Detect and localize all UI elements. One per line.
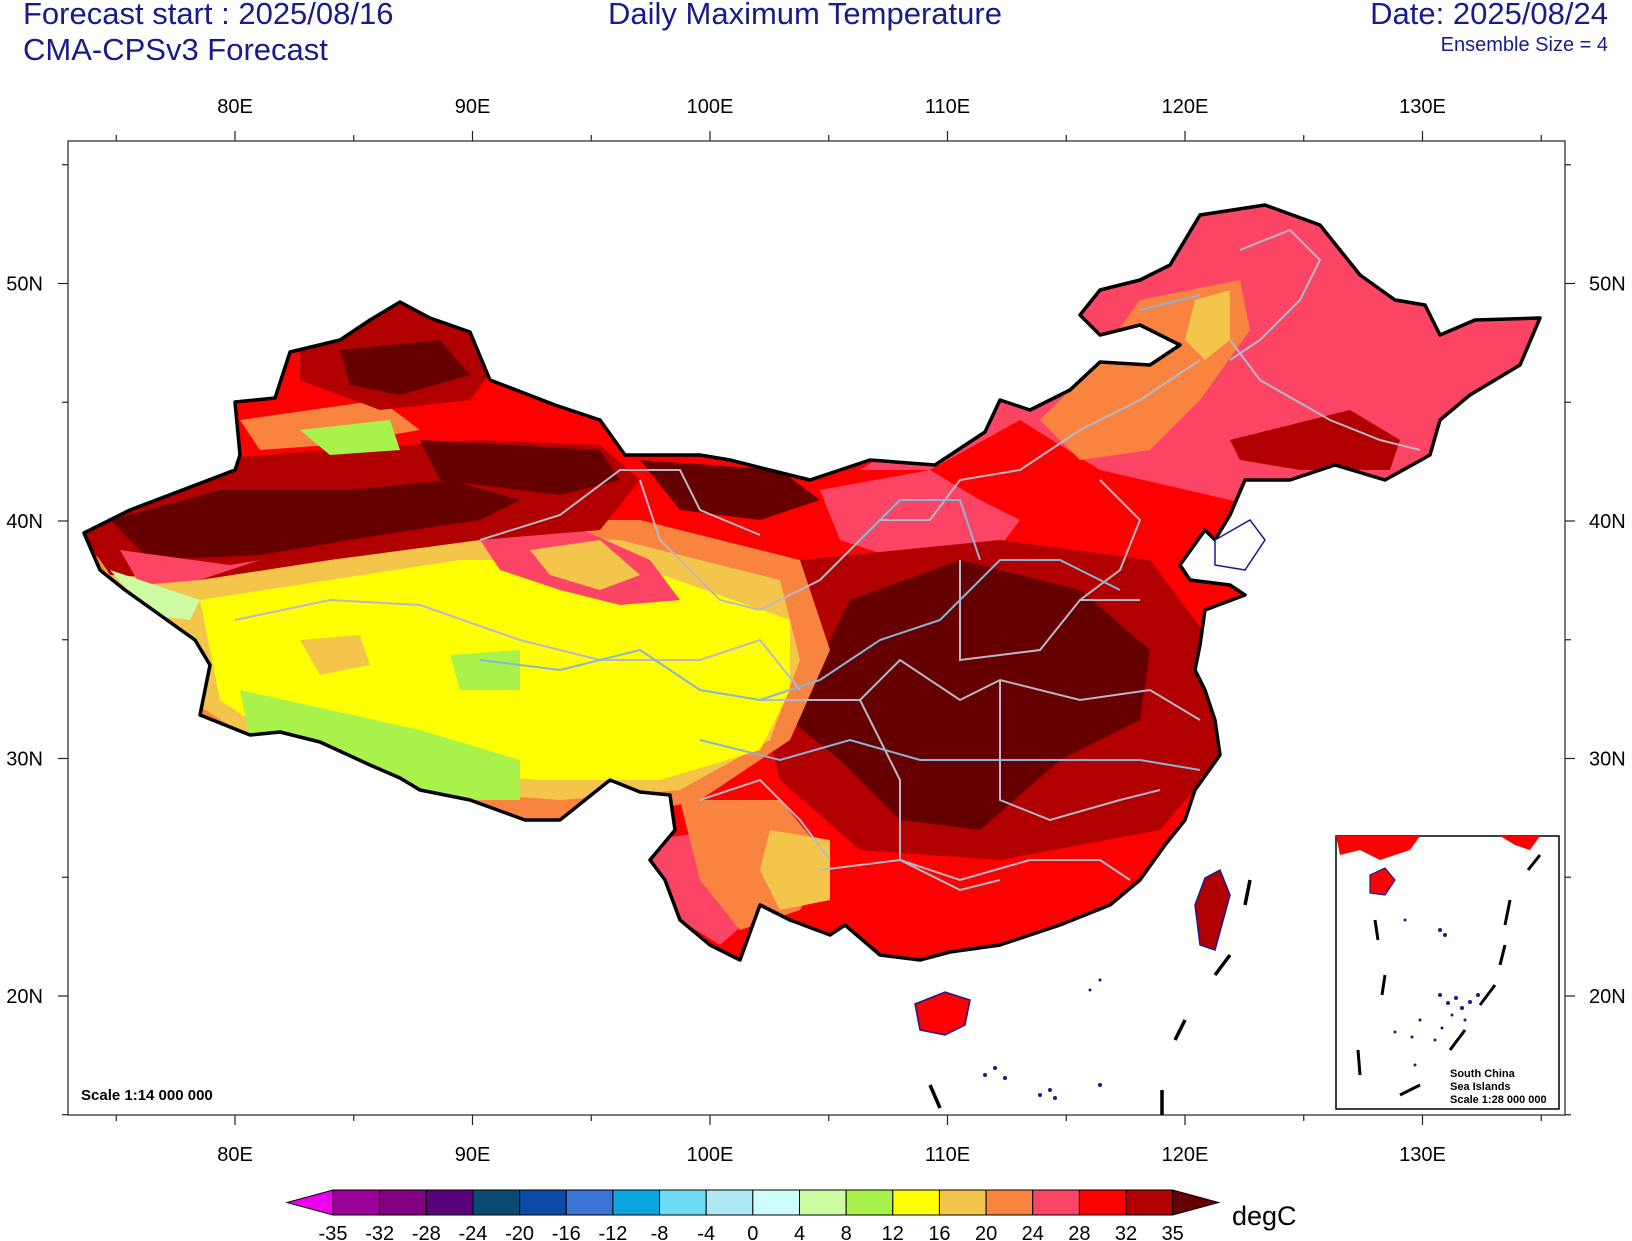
hainan-island — [914, 991, 971, 1036]
colorbar-tick-label: 12 — [882, 1223, 904, 1241]
inset-label-line1: South China — [1450, 1068, 1516, 1080]
lon-label-top: 100E — [687, 96, 734, 118]
lat-label-left: 30N — [6, 749, 43, 771]
map-title: Daily Maximum Temperature — [608, 0, 1002, 31]
colorbar-swatch — [612, 1189, 661, 1216]
colorbar-tick-label: 8 — [841, 1223, 852, 1241]
lon-label-top: 90E — [455, 96, 491, 118]
lat-label-left: 40N — [6, 511, 43, 533]
lat-label-right: 50N — [1589, 274, 1626, 296]
colorbar-tick-label: -35 — [319, 1223, 348, 1241]
rivers — [479, 294, 1201, 771]
colorbar-swatch — [752, 1189, 800, 1216]
colorbar-tick-label: 24 — [1022, 1223, 1044, 1241]
colorbar-arrow-right — [1172, 1189, 1221, 1216]
lat-label-left: 50N — [6, 274, 43, 296]
colorbar-unit-label: degC — [1232, 1201, 1297, 1231]
lat-label-right: 20N — [1589, 986, 1626, 1008]
colorbar-swatch — [1125, 1189, 1174, 1216]
lon-label-top: 120E — [1162, 96, 1209, 118]
colorbar-tick-label: 35 — [1162, 1223, 1184, 1241]
lon-label-bottom: 80E — [217, 1144, 253, 1166]
colorbar-swatch — [799, 1189, 847, 1216]
south-china-sea-inset — [1335, 835, 1560, 1110]
colorbar: -35 -32 -28 -24 -20 -16 -12 -8 -4 0 4 8 12 16 20 24 28 32… — [285, 1189, 1221, 1241]
taiwan-island — [1194, 868, 1231, 951]
map-scale-label: Scale 1:14 000 000 — [81, 1087, 213, 1104]
colorbar-tick-label: -8 — [651, 1223, 669, 1241]
colorbar-swatch — [705, 1189, 754, 1216]
maritime-boundary-dashes — [928, 879, 1252, 1115]
colorbar-arrow-left — [285, 1189, 334, 1216]
longitude-labels-bottom: 80E 90E 100E 110E 120E 130E — [217, 1144, 1446, 1166]
china-border — [82, 203, 1542, 962]
valid-date-label: Date: 2025/08/24 — [1370, 0, 1608, 31]
lon-label-bottom: 90E — [455, 1144, 491, 1166]
colorbar-tick-label: 20 — [975, 1223, 997, 1241]
colorbar-tick-label: -28 — [412, 1223, 441, 1241]
lat-label-right: 30N — [1589, 749, 1626, 771]
lat-label-left: 20N — [6, 986, 43, 1008]
colorbar-tick-label: -12 — [598, 1223, 627, 1241]
colorbar-tick-label: -4 — [697, 1223, 715, 1241]
lon-label-bottom: 130E — [1399, 1144, 1446, 1166]
inset-label-line3: Scale 1:28 000 000 — [1450, 1094, 1547, 1106]
lat-label-right: 40N — [1589, 511, 1626, 533]
latitude-labels-right: 50N 40N 30N 20N — [1589, 274, 1626, 1009]
colorbar-tick-label: -24 — [458, 1223, 487, 1241]
colorbar-swatch — [659, 1189, 707, 1216]
colorbar-tick-label: -16 — [552, 1223, 581, 1241]
lon-label-bottom: 110E — [925, 1144, 970, 1166]
colorbar-swatch — [1078, 1189, 1127, 1216]
latitude-labels-left: 50N 40N 30N 20N — [6, 274, 43, 1009]
colorbar-tick-label: -20 — [505, 1223, 534, 1241]
lon-label-top: 110E — [925, 96, 970, 118]
axis-ticks — [58, 131, 1575, 1125]
ensemble-size-label: Ensemble Size = 4 — [1440, 34, 1608, 56]
lon-label-bottom: 100E — [687, 1144, 734, 1166]
colorbar-swatch — [425, 1189, 474, 1216]
lon-label-bottom: 120E — [1162, 1144, 1209, 1166]
colorbar-swatch — [938, 1189, 987, 1216]
longitude-labels-top: 80E 90E 100E 110E 120E 130E — [217, 96, 1446, 118]
colorbar-tick-label: 4 — [794, 1223, 805, 1241]
small-islands — [983, 978, 1102, 1100]
forecast-start-label: Forecast start : 2025/08/16 — [23, 0, 394, 31]
bohai-sea — [1214, 519, 1266, 571]
colorbar-tick-label: -32 — [365, 1223, 394, 1241]
colorbar-swatch — [332, 1189, 381, 1216]
colorbar-swatch — [892, 1189, 940, 1216]
colorbar-swatch — [985, 1189, 1034, 1216]
colorbar-tick-label: 32 — [1115, 1223, 1137, 1241]
colorbar-swatch — [472, 1189, 521, 1216]
colorbar-swatch — [519, 1189, 567, 1216]
colorbar-swatch — [379, 1189, 427, 1216]
colorbar-tick-label: 28 — [1068, 1223, 1090, 1241]
colorbar-tick-label: 0 — [747, 1223, 758, 1241]
colorbar-tick-label: 16 — [928, 1223, 950, 1241]
model-label: CMA-CPSv3 Forecast — [23, 32, 328, 67]
lon-label-top: 130E — [1399, 96, 1446, 118]
colorbar-swatch — [565, 1189, 614, 1216]
colorbar-swatch — [845, 1189, 894, 1216]
inset-label-line2: Sea Islands — [1450, 1081, 1511, 1093]
province-boundaries — [234, 228, 1421, 892]
lon-label-top: 80E — [217, 96, 253, 118]
colorbar-swatch — [1032, 1189, 1080, 1216]
